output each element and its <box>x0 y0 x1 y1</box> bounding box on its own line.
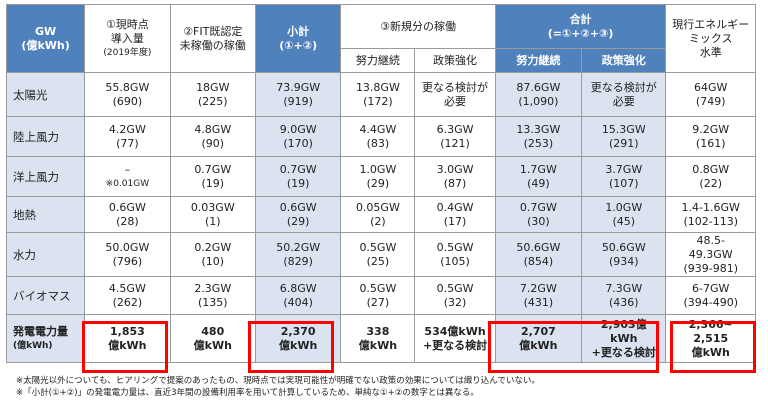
table-row: 陸上風力 4.2GW (77) 4.8GW (90) 9.0GW (170) 4.4GW (83… <box>5 116 756 157</box>
highlight-mix-total <box>670 321 756 373</box>
table-cell: 4.5GW (262) <box>84 276 171 315</box>
total-row-label: 発電電力量 (億kWh) <box>5 314 86 363</box>
row-label: 陸上風力 <box>5 116 86 157</box>
total-cell: 480 億kWh <box>169 314 256 363</box>
table-cell: 0.5GW (25) <box>340 232 416 277</box>
renewable-energy-table: GW (億kWh) ①現時点 導入量 (2019年度) ②FIT既認定 未稼働の稼働 小… <box>5 4 756 363</box>
table-cell: 0.2GW (10) <box>169 232 256 277</box>
header-gw: GW (億kWh) <box>5 4 86 73</box>
table-cell: 1.7GW (49) <box>494 156 583 197</box>
table-cell: 9.0GW (170) <box>254 116 342 157</box>
total-cell: 534億kWh +更なる検討 <box>414 314 496 363</box>
table-cell: 0.8GW (22) <box>665 156 756 197</box>
footnote-1: ※太陽光以外についても、ヒアリングで提案のあったもの、現時点では実現可能性が明確… <box>16 376 540 386</box>
table-cell: 4.8GW (90) <box>169 116 256 157</box>
table-cell: 87.6GW (1,090) <box>494 72 583 117</box>
table-cell: 15.3GW (291) <box>581 116 667 157</box>
table-cell: 13.3GW (253) <box>494 116 583 157</box>
table-cell: 更なる検討が 必要 <box>581 72 667 117</box>
table-row: バイオマス 4.5GW (262) 2.3GW (135) 6.8GW (404) 0.5GW… <box>5 276 756 315</box>
highlight-current-total <box>82 321 168 373</box>
header-total-policy: 政策強化 <box>581 48 667 73</box>
header-subtotal: 小計 (①+②) <box>254 4 342 73</box>
header-new: ③新規分の稼働 <box>340 4 496 49</box>
row-label: 太陽光 <box>5 72 86 117</box>
table-cell: 64GW (749) <box>665 72 756 117</box>
table-cell: 4.4GW (83) <box>340 116 416 157</box>
table-cell: – ※0.01GW <box>84 156 171 197</box>
header-new-effort: 努力継続 <box>340 48 416 73</box>
row-label: 地熱 <box>5 196 86 233</box>
table-cell: 4.2GW (77) <box>84 116 171 157</box>
row-label: 洋上風力 <box>5 156 86 197</box>
table-cell: 18GW (225) <box>169 72 256 117</box>
table-cell: 1.4-1.6GW (102-113) <box>665 196 756 233</box>
table-cell: 50.0GW (796) <box>84 232 171 277</box>
table-cell: 0.03GW (1) <box>169 196 256 233</box>
total-row: 発電電力量 (億kWh) 1,853 億kWh 480 億kWh 2,370 億kWh 338 億… <box>5 314 756 363</box>
total-cell: 338 億kWh <box>340 314 416 363</box>
table-cell: 0.5GW (32) <box>414 276 496 315</box>
table-row: 洋上風力 – ※0.01GW 0.7GW (19) 0.7GW (19) 1.0GW (29) 3… <box>5 156 756 197</box>
table-cell: 55.8GW (690) <box>84 72 171 117</box>
table-cell: 0.7GW (19) <box>254 156 342 197</box>
table-cell: 9.2GW (161) <box>665 116 756 157</box>
header-current: ①現時点 導入量 (2019年度) <box>84 4 171 73</box>
row-label: 水力 <box>5 232 86 277</box>
table-cell: 6.8GW (404) <box>254 276 342 315</box>
table-cell: 3.7GW (107) <box>581 156 667 197</box>
header-fit: ②FIT既認定 未稼働の稼働 <box>169 4 256 73</box>
highlight-combined-total <box>488 321 659 373</box>
table-cell: 50.6GW (934) <box>581 232 667 277</box>
table-cell: 0.6GW (28) <box>84 196 171 233</box>
table-cell: 6.3GW (121) <box>414 116 496 157</box>
header-mix: 現行エネルギー ミックス 水準 <box>665 4 756 73</box>
table-cell: 13.8GW (172) <box>340 72 416 117</box>
table-cell: 1.0GW (29) <box>340 156 416 197</box>
table-cell: 3.0GW (87) <box>414 156 496 197</box>
table-row: 水力 50.0GW (796) 0.2GW (10) 50.2GW (829) 0.5GW (2… <box>5 232 756 277</box>
table-cell: 更なる検討が 必要 <box>414 72 496 117</box>
table-cell: 0.5GW (105) <box>414 232 496 277</box>
table-cell: 2.3GW (135) <box>169 276 256 315</box>
table-cell: 7.2GW (431) <box>494 276 583 315</box>
highlight-subtotal-total <box>248 321 334 373</box>
table-cell: 50.2GW (829) <box>254 232 342 277</box>
table-cell: 0.7GW (30) <box>494 196 583 233</box>
table-cell: 0.05GW (2) <box>340 196 416 233</box>
table-cell: 0.6GW (29) <box>254 196 342 233</box>
table-cell: 48.5- 49.3GW (939-981) <box>665 232 756 277</box>
table-cell: 1.0GW (45) <box>581 196 667 233</box>
table-cell: 7.3GW (436) <box>581 276 667 315</box>
table-cell: 73.9GW (919) <box>254 72 342 117</box>
header-new-policy: 政策強化 <box>414 48 496 73</box>
table-row: 地熱 0.6GW (28) 0.03GW (1) 0.6GW (29) 0.05GW (2) 0.… <box>5 196 756 233</box>
table-cell: 6-7GW (394-490) <box>665 276 756 315</box>
footnote-2: ※「小計(①+②)」の発電電力量は、直近3年間の設備利用率を用いて計算しているた… <box>16 388 479 398</box>
table-row: 太陽光 55.8GW (690) 18GW (225) 73.9GW (919) 13.8GW… <box>5 72 756 117</box>
table-cell: 0.7GW (19) <box>169 156 256 197</box>
row-label: バイオマス <box>5 276 86 315</box>
header-total-effort: 努力継続 <box>494 48 583 73</box>
table-cell: 50.6GW (854) <box>494 232 583 277</box>
table-cell: 0.4GW (17) <box>414 196 496 233</box>
table-cell: 0.5GW (27) <box>340 276 416 315</box>
header-total: 合計 (=①+②+③) <box>494 4 667 49</box>
